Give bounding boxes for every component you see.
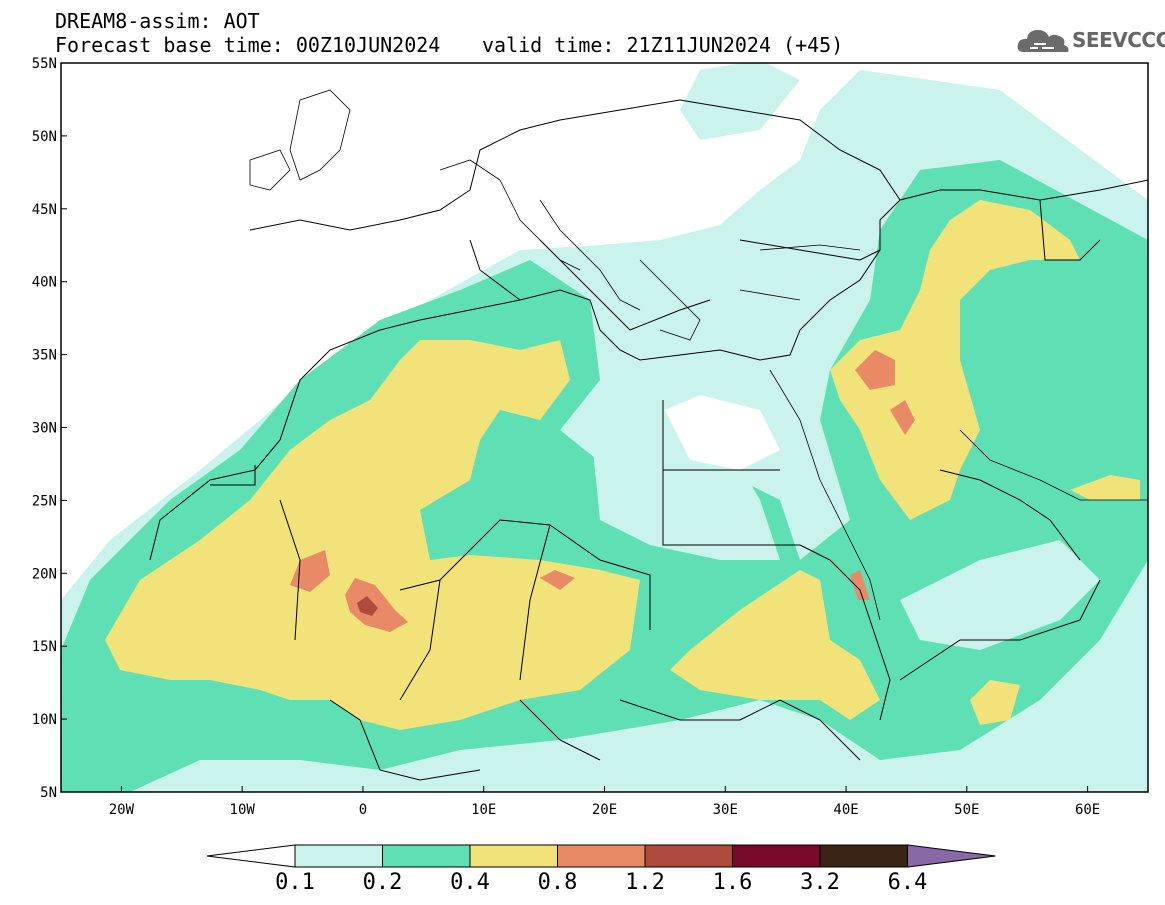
valid-time: valid time: 21Z11JUN2024 (+45) <box>482 33 844 57</box>
colorbar-max-arrow <box>907 844 996 868</box>
longitude-axis: 20W 10W 0 10E 20E 30E 40E 50E 60E <box>109 786 1100 818</box>
colorbar-segment <box>469 844 558 868</box>
logo-text: SEEVCCC <box>1072 28 1165 52</box>
colorbar <box>206 844 996 868</box>
lon-label: 0 <box>359 802 367 818</box>
colorbar-label: 0.4 <box>450 870 490 895</box>
lon-label: 30E <box>713 802 738 818</box>
lat-label: 30N <box>32 421 57 437</box>
colorbar-segment <box>644 844 733 868</box>
lat-label: 55N <box>32 56 57 72</box>
colorbar-label: 3.2 <box>800 870 840 895</box>
seevccc-logo: SEEVCCC <box>1016 22 1165 58</box>
lat-label: 40N <box>32 275 57 291</box>
latitude-axis: 55N 50N 45N 40N 35N 30N 25N 20N 15N 10N 5N <box>32 56 67 801</box>
colorbar-segment <box>294 844 383 868</box>
country-borders <box>149 99 1148 781</box>
lat-label: 45N <box>32 202 57 218</box>
map-title: DREAM8-assim: AOT <box>55 9 260 33</box>
lon-label: 40E <box>833 802 858 818</box>
colorbar-segment <box>819 844 908 868</box>
colorbar-label: 0.8 <box>537 870 578 895</box>
colorbar-segment <box>557 844 646 868</box>
base-time: Forecast base time: 00Z10JUN2024 <box>55 33 441 57</box>
colorbar-label: 1.6 <box>712 870 753 895</box>
lat-label: 25N <box>32 493 57 509</box>
lat-label: 50N <box>32 129 57 145</box>
aot-field-0.4 <box>105 340 640 730</box>
lon-label: 20W <box>109 802 135 818</box>
colorbar-label: 0.2 <box>362 870 403 895</box>
coastlines <box>249 89 1148 621</box>
colorbar-segment <box>382 844 471 868</box>
lat-label: 10N <box>32 712 57 728</box>
colorbar-label: 0.1 <box>275 870 315 895</box>
lon-label: 60E <box>1075 802 1100 818</box>
lon-label: 20E <box>592 802 617 818</box>
lat-label: 35N <box>32 348 57 364</box>
cloud-icon <box>1017 30 1069 52</box>
colorbar-segment <box>732 844 821 868</box>
lat-label: 5N <box>40 785 57 801</box>
lon-label: 50E <box>954 802 979 818</box>
colorbar-label: 6.4 <box>887 870 928 895</box>
aot-field-1.2 <box>357 596 378 616</box>
forecast-times: Forecast base time: 00Z10JUN2024 valid ti… <box>55 33 843 57</box>
lon-label: 10W <box>230 802 256 818</box>
lat-label: 20N <box>32 566 57 582</box>
colorbar-min-arrow <box>206 844 296 868</box>
lat-label: 15N <box>32 639 57 655</box>
colorbar-label: 1.2 <box>625 870 665 895</box>
lon-label: 10E <box>471 802 496 818</box>
